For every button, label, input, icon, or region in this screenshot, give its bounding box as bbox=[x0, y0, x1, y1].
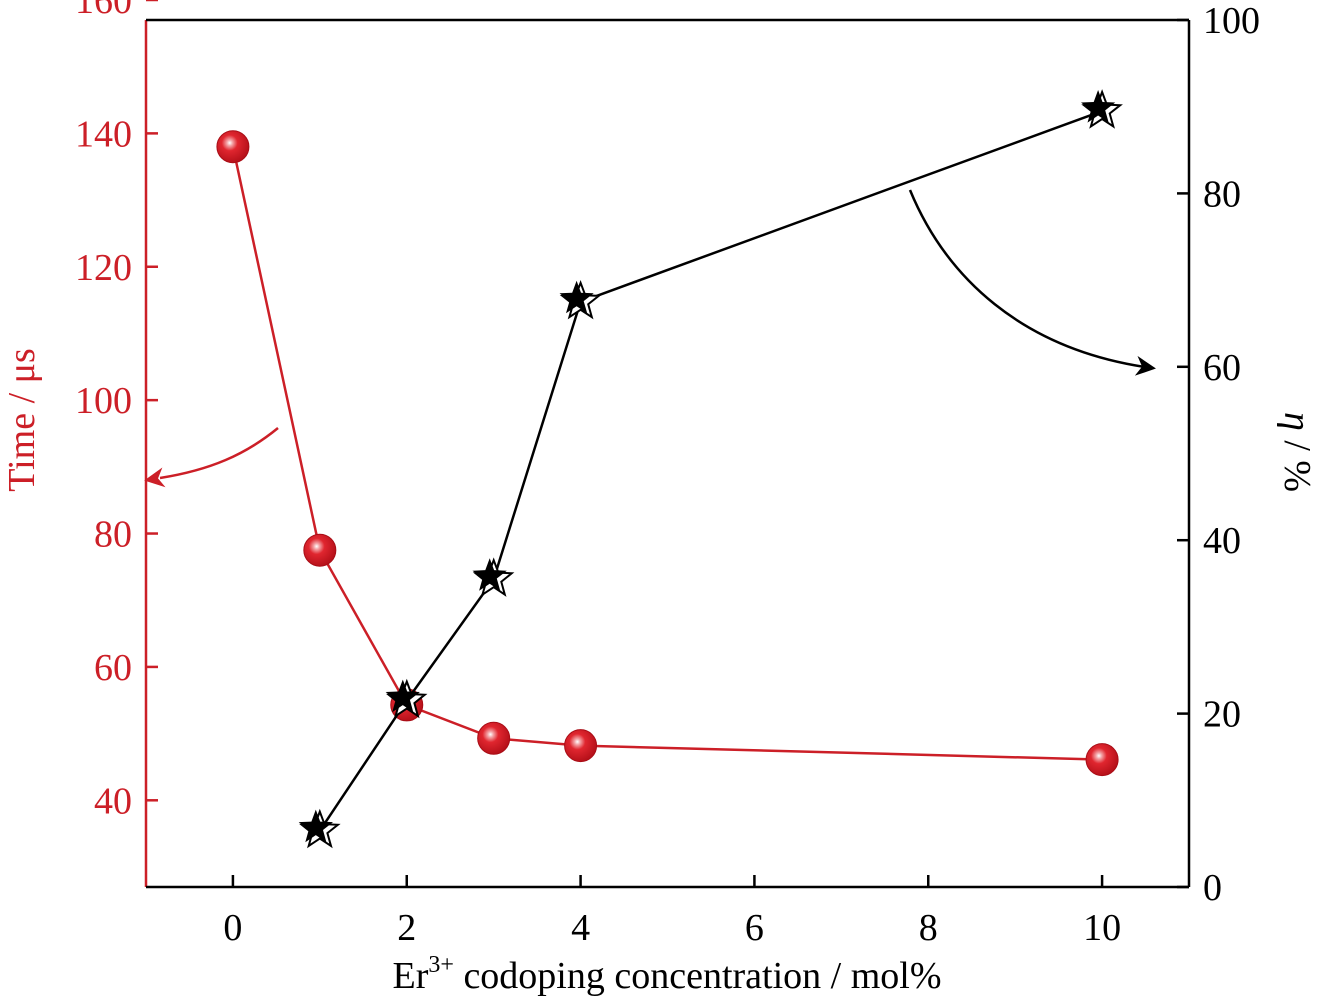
right-tick-label: 60 bbox=[1203, 347, 1241, 389]
left-tick-label: 80 bbox=[94, 514, 132, 556]
left-axis-ticks: 40 60 80 100 120 140 160 bbox=[75, 0, 158, 822]
time-data-point bbox=[1085, 743, 1119, 777]
time-data-point bbox=[216, 130, 250, 164]
x-tick-label: 8 bbox=[919, 907, 938, 949]
left-tick-label: 60 bbox=[94, 647, 132, 689]
left-tick-label: 120 bbox=[75, 247, 132, 289]
right-axis-title: η / % bbox=[1276, 412, 1318, 492]
x-axis-title: Er3+ codoping concentration / mol% bbox=[393, 952, 942, 997]
right-axis-ticks: 0 20 40 60 80 100 bbox=[1177, 0, 1260, 909]
series-layer bbox=[216, 89, 1123, 849]
x-tick-label: 4 bbox=[571, 907, 590, 949]
x-tick-label: 0 bbox=[223, 907, 242, 949]
x-axis-ticks: 0 2 4 6 8 10 bbox=[223, 875, 1121, 949]
efficiency-data-point bbox=[1081, 89, 1123, 129]
right-axis-arrow bbox=[908, 189, 1156, 376]
x-tick-label: 2 bbox=[397, 907, 416, 949]
right-tick-label: 0 bbox=[1203, 867, 1222, 909]
efficiency-data-point bbox=[472, 557, 515, 597]
time-data-point bbox=[564, 729, 598, 763]
left-tick-label: 100 bbox=[75, 380, 132, 422]
efficiency-data-point bbox=[385, 678, 428, 719]
efficiency-data-point bbox=[298, 808, 341, 849]
right-tick-label: 80 bbox=[1203, 173, 1241, 215]
time-data-point bbox=[477, 721, 511, 755]
right-tick-label: 100 bbox=[1203, 0, 1260, 42]
right-tick-label: 40 bbox=[1203, 520, 1241, 562]
plot-frame bbox=[144, 18, 1191, 889]
left-tick-label: 140 bbox=[75, 113, 132, 155]
time-data-point bbox=[303, 533, 337, 567]
x-tick-label: 10 bbox=[1083, 907, 1121, 949]
efficiency-series-line bbox=[318, 109, 1103, 832]
efficiency-data-point bbox=[559, 279, 602, 320]
left-axis-title: Time / μs bbox=[1, 348, 43, 492]
right-tick-label: 20 bbox=[1203, 694, 1241, 736]
time-series-line bbox=[231, 146, 1103, 761]
x-tick-label: 6 bbox=[745, 907, 764, 949]
left-tick-label: 40 bbox=[94, 780, 132, 822]
left-tick-label: 160 bbox=[75, 0, 132, 22]
left-axis-arrow bbox=[144, 427, 279, 488]
